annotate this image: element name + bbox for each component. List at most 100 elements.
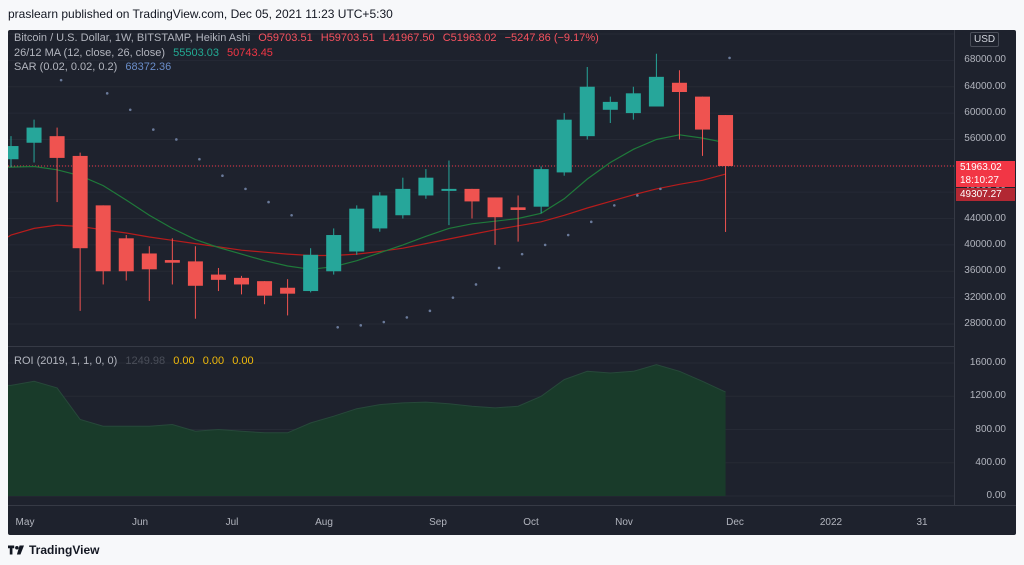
candle-body <box>49 136 65 158</box>
sar-point <box>636 194 639 197</box>
sar-point <box>474 283 478 286</box>
sar-point <box>566 233 570 237</box>
candle[interactable] <box>487 197 503 245</box>
time-tick-label: 2022 <box>819 517 843 528</box>
candle-body <box>280 287 296 294</box>
roi-line <box>8 364 726 434</box>
candle-body <box>372 195 388 229</box>
candle[interactable] <box>510 195 526 242</box>
time-tick-label: Jul <box>225 517 239 528</box>
candle-body <box>648 76 664 107</box>
candle-body <box>441 188 457 191</box>
sar-point <box>451 296 455 299</box>
candle[interactable] <box>8 136 19 168</box>
candle-body <box>349 208 365 252</box>
candle-body <box>210 274 226 280</box>
ma-legend: 26/12 MA (12, close, 26, close) 55503.03… <box>14 47 278 59</box>
candle[interactable] <box>210 267 226 292</box>
ma-label[interactable]: 26/12 MA (12, close, 26, close) <box>14 47 166 59</box>
ma-price-tag: 49307.27 <box>956 188 1015 201</box>
ohlc-open: O59703.51 <box>258 32 313 44</box>
candle-body <box>257 281 273 296</box>
candle[interactable] <box>26 119 42 163</box>
price-tick-label: 44000.00 <box>964 212 1006 224</box>
sar-point <box>128 108 132 112</box>
roi-value-main: 1249.98 <box>125 355 166 367</box>
candle-body <box>26 127 42 143</box>
candle[interactable] <box>349 205 365 255</box>
candle-body <box>695 96 710 130</box>
price-tick-label: 32000.00 <box>964 291 1006 303</box>
candle-body <box>671 82 687 92</box>
roi-tick-label: 800.00 <box>975 423 1006 435</box>
symbol-title[interactable]: Bitcoin / U.S. Dollar, 1W, BITSTAMP, Hei… <box>14 32 251 44</box>
roi-value-3: 0.00 <box>232 355 254 367</box>
candle[interactable] <box>602 96 618 123</box>
sar-label[interactable]: SAR (0.02, 0.02, 0.2) <box>14 61 118 73</box>
candle[interactable] <box>280 279 296 316</box>
ohlc-high: H59703.51 <box>320 32 375 44</box>
bar-countdown-tag: 18:10:27 <box>956 174 1015 187</box>
roi-legend: ROI (2019, 1, 1, 0, 0) 1249.98 0.00 0.00… <box>14 355 259 367</box>
candle[interactable] <box>464 188 480 219</box>
sar-point <box>59 78 63 82</box>
candle-body <box>234 277 249 285</box>
candle[interactable] <box>257 281 273 305</box>
tradingview-brand[interactable]: TradingView <box>29 543 100 557</box>
candle-body <box>95 205 111 272</box>
candle[interactable] <box>141 246 157 301</box>
time-tick-label: Nov <box>615 517 633 528</box>
candle-body <box>487 197 503 218</box>
candle[interactable] <box>326 228 342 275</box>
chart-canvas[interactable] <box>8 30 1016 535</box>
ohlc-change: −5247.86 (−9.17%) <box>504 32 599 44</box>
candle[interactable] <box>718 115 734 232</box>
candle[interactable] <box>234 275 249 295</box>
roi-label[interactable]: ROI (2019, 1, 1, 0, 0) <box>14 355 118 367</box>
candle-body <box>510 207 526 210</box>
time-tick-label: Sep <box>429 517 447 528</box>
candle[interactable] <box>648 53 664 107</box>
currency-selector[interactable]: USD <box>970 32 1000 47</box>
candle[interactable] <box>49 127 65 203</box>
ohlc-low: L41967.50 <box>382 32 435 44</box>
sar-point <box>405 316 409 319</box>
candle[interactable] <box>372 192 388 232</box>
time-tick-label: 31 <box>916 517 928 528</box>
chart-frame[interactable]: Bitcoin / U.S. Dollar, 1W, BITSTAMP, Hei… <box>8 30 1016 535</box>
candle[interactable] <box>395 177 411 219</box>
time-tick-label: Oct <box>523 517 539 528</box>
sar-point <box>728 56 731 60</box>
candle[interactable] <box>118 235 134 281</box>
candle[interactable] <box>303 248 319 293</box>
tradingview-logo-icon <box>8 545 24 555</box>
price-axis-border <box>954 30 955 505</box>
candle[interactable] <box>441 160 457 226</box>
candle[interactable] <box>625 86 641 120</box>
candle[interactable] <box>556 113 572 176</box>
candle[interactable] <box>418 169 434 199</box>
candle[interactable] <box>187 246 203 319</box>
roi-tick-label: 1200.00 <box>969 390 1006 402</box>
candle[interactable] <box>533 166 549 214</box>
footer: TradingView <box>8 541 99 559</box>
candle[interactable] <box>164 238 180 285</box>
sar-point <box>244 187 247 191</box>
sar-point <box>382 320 386 324</box>
roi-value-1: 0.00 <box>173 355 195 367</box>
time-tick-label: May <box>15 517 35 528</box>
pane-separator[interactable] <box>8 346 954 347</box>
candle[interactable] <box>72 152 88 311</box>
candle[interactable] <box>579 66 595 140</box>
candle[interactable] <box>671 70 687 140</box>
candle[interactable] <box>695 96 710 156</box>
symbol-legend: Bitcoin / U.S. Dollar, 1W, BITSTAMP, Hei… <box>14 32 604 44</box>
ma-value-fast: 55503.03 <box>173 47 219 59</box>
candle-body <box>72 155 88 249</box>
candle[interactable] <box>95 205 111 285</box>
ohlc-close: C51963.02 <box>442 32 497 44</box>
sar-point <box>543 243 547 247</box>
top-bar: praslearn published on TradingView.com, … <box>0 0 1024 30</box>
ma-value-slow: 50743.45 <box>227 47 273 59</box>
last-price-tag: 51963.02 <box>956 161 1015 174</box>
